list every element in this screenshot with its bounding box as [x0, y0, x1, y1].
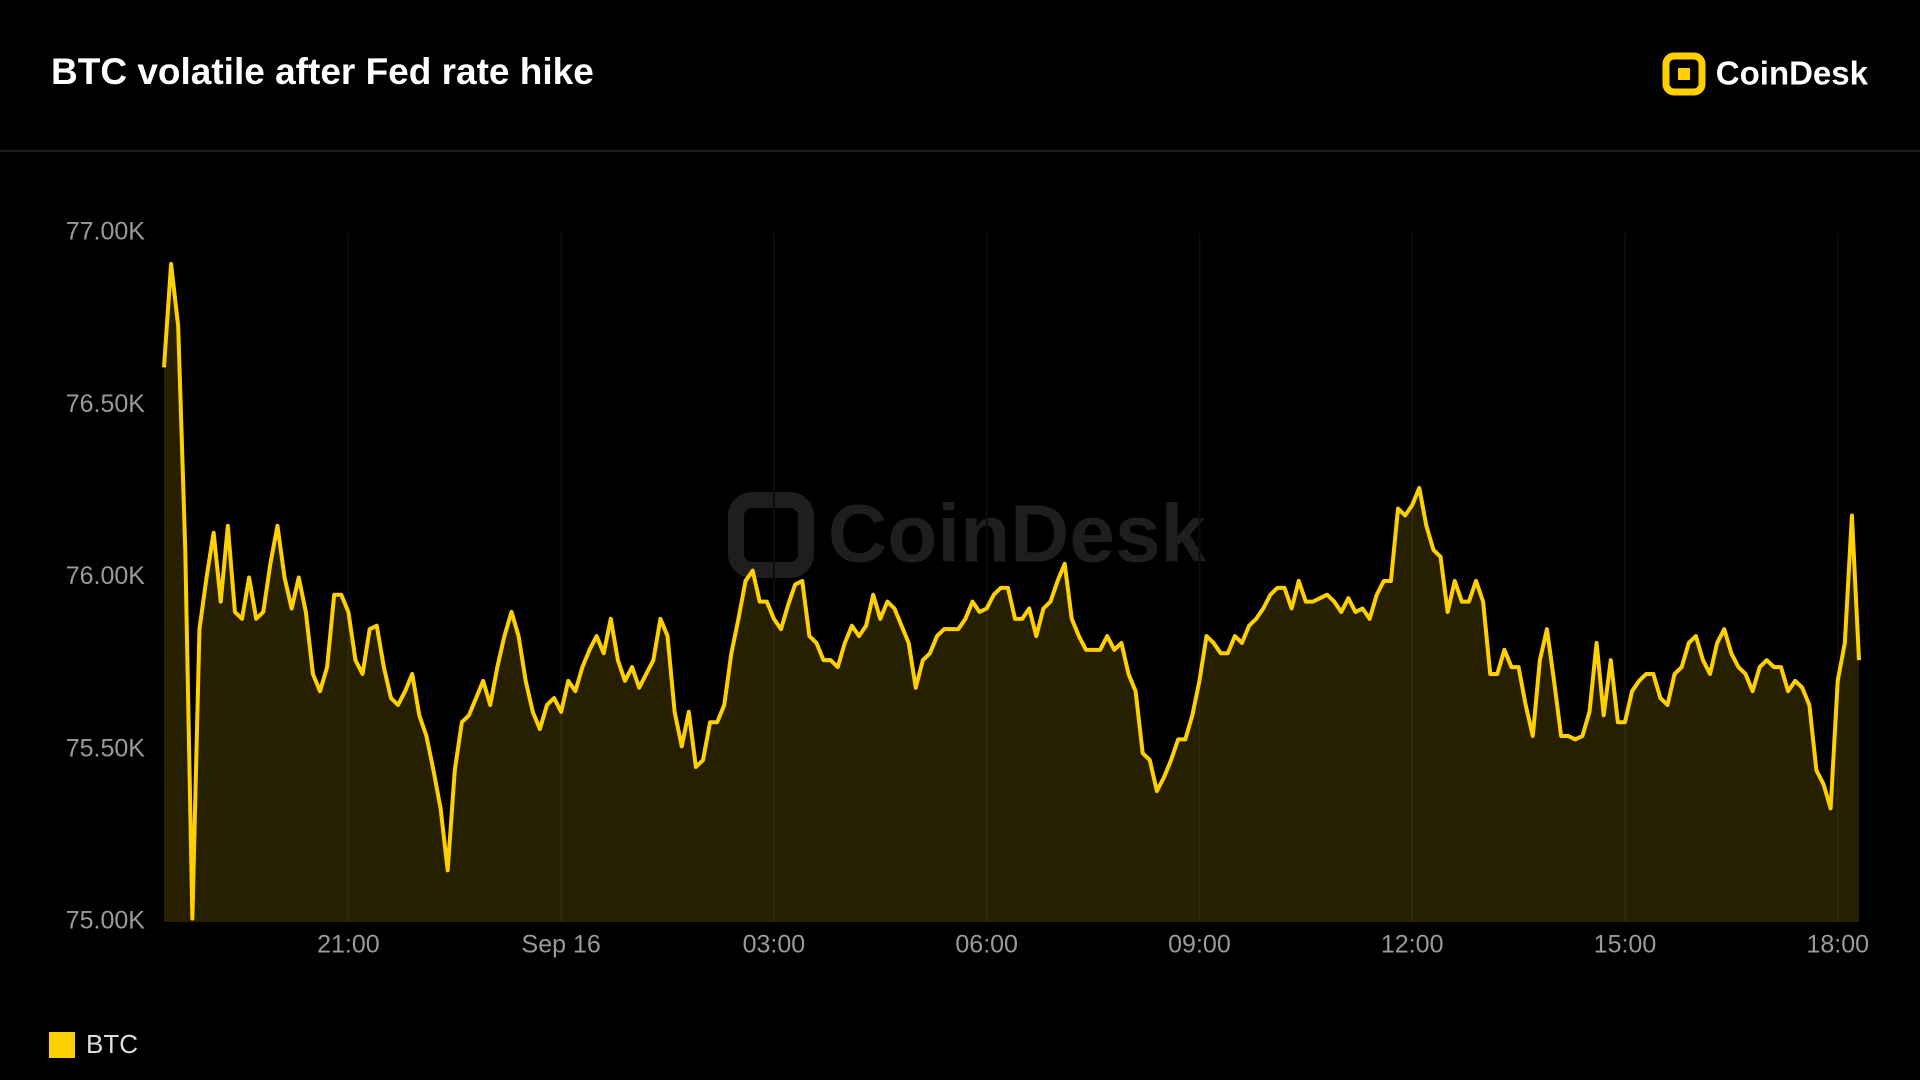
x-tick-label: 15:00 — [1594, 931, 1657, 959]
logo-icon-center — [1678, 68, 1690, 80]
watermark-text: CoinDesk — [828, 489, 1207, 580]
y-tick-label: 76.50K — [66, 390, 146, 418]
watermark-icon — [728, 492, 814, 578]
x-tick-label: 03:00 — [743, 931, 806, 959]
x-tick-label: 21:00 — [317, 931, 380, 959]
x-tick-label: Sep 16 — [522, 931, 601, 959]
area-fill — [164, 264, 1859, 922]
y-tick-label: 75.00K — [66, 907, 146, 935]
x-tick-label: 09:00 — [1168, 931, 1231, 959]
logo-icon — [1662, 52, 1706, 96]
legend-swatch — [49, 1032, 75, 1058]
y-tick-label: 76.00K — [66, 562, 146, 590]
y-tick-label: 77.00K — [66, 218, 146, 246]
y-tick-label: 75.50K — [66, 734, 146, 762]
brand-logo: CoinDesk — [1662, 52, 1869, 96]
x-tick-label: 18:00 — [1806, 931, 1869, 959]
watermark: CoinDesk — [728, 489, 1207, 580]
x-tick-label: 12:00 — [1381, 931, 1444, 959]
chart-title: BTC volatile after Fed rate hike — [51, 51, 594, 92]
legend-label: BTC — [86, 1029, 138, 1059]
plot-area: 75.00K 75.50K 76.00K 76.50K 77.00K 21:00 Sep 1… — [66, 218, 1869, 959]
price-line — [162, 262, 1861, 921]
brand-name: CoinDesk — [1716, 55, 1869, 92]
x-tick-label: 06:00 — [955, 931, 1018, 959]
